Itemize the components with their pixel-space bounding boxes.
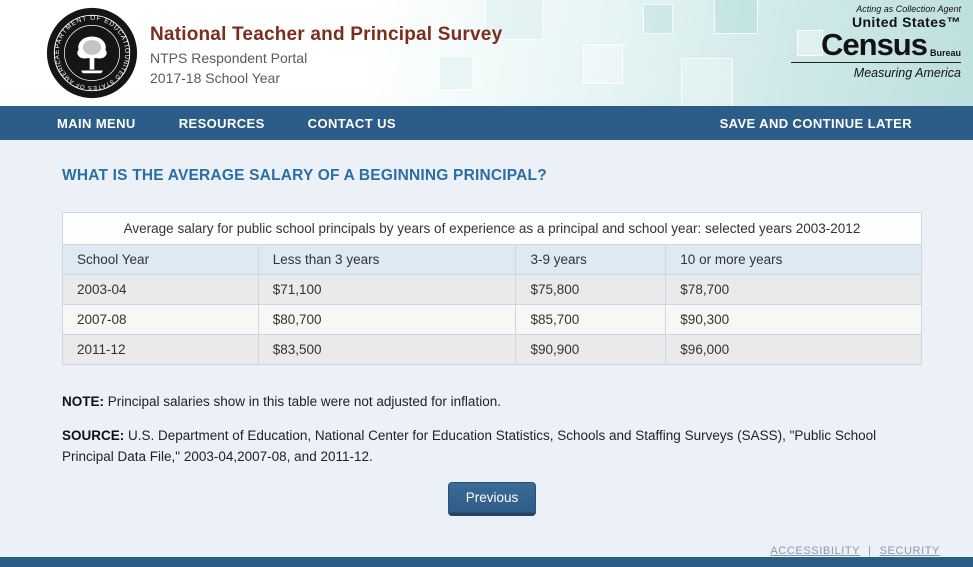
census-bureau-text: Bureau: [929, 47, 961, 58]
salary-table: Average salary for public school princip…: [62, 212, 922, 365]
cell-salary: $85,700: [515, 304, 667, 335]
table-row: 2011-12 $83,500 $90,900 $96,000: [62, 334, 922, 365]
header: DEPARTMENT OF EDUCATION UNITED STATES OF…: [0, 0, 973, 106]
app-title: National Teacher and Principal Survey: [150, 24, 503, 45]
column-header-3-9: 3-9 years: [515, 244, 667, 275]
footer-links: ACCESSIBILITY | SECURITY: [62, 545, 940, 557]
department-of-education-seal: DEPARTMENT OF EDUCATION UNITED STATES OF…: [43, 2, 138, 99]
main-content: WHAT IS THE AVERAGE SALARY OF A BEGINNIN…: [0, 140, 973, 557]
cell-salary: $78,700: [665, 274, 922, 305]
collection-agent-text: Acting as Collection Agent: [856, 4, 961, 14]
footer-separator: |: [868, 544, 872, 557]
table-header-row: School Year Less than 3 years 3-9 years …: [62, 244, 922, 275]
bottom-bar: [0, 557, 973, 567]
seal-tree-emblem: [77, 36, 107, 74]
source-paragraph: SOURCE: U.S. Department of Education, Na…: [62, 426, 914, 467]
title-block: National Teacher and Principal Survey NT…: [150, 24, 502, 86]
cell-salary: $90,900: [515, 334, 667, 365]
note-text: Principal salaries show in this table we…: [104, 394, 501, 409]
nav-resources[interactable]: RESOURCES: [178, 115, 265, 131]
source-label: SOURCE:: [62, 428, 125, 444]
cell-salary: $75,800: [515, 274, 667, 305]
button-row: Previous: [62, 481, 922, 513]
app-subtitle-portal: NTPS Respondent Portal: [150, 50, 308, 66]
main-navigation: MAIN MENU RESOURCES CONTACT US SAVE AND …: [0, 106, 973, 140]
nav-contact-us[interactable]: CONTACT US: [307, 115, 396, 131]
cell-salary: $96,000: [665, 334, 922, 365]
census-wordmark: Census: [821, 26, 928, 62]
column-header-school-year: School Year: [62, 244, 259, 275]
source-text: U.S. Department of Education, National C…: [62, 428, 877, 464]
census-united-states: United States™: [851, 14, 961, 30]
column-header-less-than-3: Less than 3 years: [257, 244, 517, 275]
cell-salary: $71,100: [257, 274, 517, 305]
cell-year: 2011-12: [62, 334, 259, 365]
census-tagline: Measuring America: [791, 62, 961, 80]
cell-salary: $90,300: [665, 304, 922, 335]
table-row: 2003-04 $71,100 $75,800 $78,700: [62, 274, 922, 305]
header-pattern: [373, 0, 973, 106]
app-subtitle-year: 2017-18 School Year: [150, 70, 280, 86]
nav-save-and-continue[interactable]: SAVE AND CONTINUE LATER: [719, 115, 912, 131]
cell-year: 2003-04: [62, 274, 259, 305]
note-label: NOTE:: [62, 394, 104, 409]
previous-button[interactable]: Previous: [447, 481, 537, 513]
note-paragraph: NOTE: Principal salaries show in this ta…: [62, 392, 914, 412]
page-title: WHAT IS THE AVERAGE SALARY OF A BEGINNIN…: [62, 167, 547, 184]
table-caption: Average salary for public school princip…: [62, 212, 922, 245]
table-caption-row: Average salary for public school princip…: [62, 212, 922, 245]
census-bureau-logo: Acting as Collection Agent United States…: [791, 4, 961, 80]
column-header-10-or-more: 10 or more years: [665, 244, 922, 275]
nav-main-menu[interactable]: MAIN MENU: [57, 115, 136, 131]
cell-year: 2007-08: [62, 304, 259, 335]
security-link[interactable]: SECURITY: [879, 544, 940, 557]
cell-salary: $80,700: [257, 304, 517, 335]
accessibility-link[interactable]: ACCESSIBILITY: [770, 544, 861, 557]
cell-salary: $83,500: [257, 334, 517, 365]
table-row: 2007-08 $80,700 $85,700 $90,300: [62, 304, 922, 335]
